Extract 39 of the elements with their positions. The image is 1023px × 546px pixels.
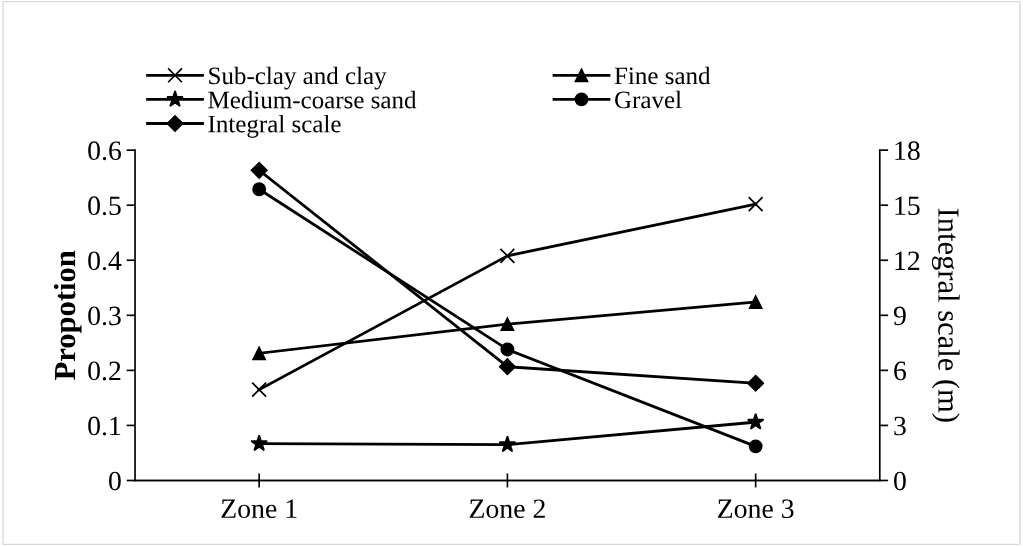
y-tick-label: 0.2	[88, 361, 121, 381]
legend-label: Medium-coarse sand	[208, 90, 417, 109]
point	[252, 346, 267, 361]
point	[746, 412, 765, 430]
point	[250, 434, 268, 452]
point	[499, 248, 516, 264]
y2-tick-label: 12	[895, 251, 920, 270]
y2-tick-label: 15	[895, 196, 920, 216]
y2-tick-label: 18	[895, 141, 920, 161]
x-tick-label: Zone 3	[718, 499, 794, 519]
point	[748, 295, 763, 310]
point	[498, 435, 517, 453]
point	[250, 161, 268, 179]
y2-tick-label: 0	[894, 471, 906, 491]
point	[747, 374, 765, 392]
legend-label: Sub-clay and clay	[209, 66, 387, 90]
y-tick-label: 0.4	[88, 251, 122, 271]
x-tick-label: Zone 1	[221, 499, 297, 519]
point	[747, 196, 764, 212]
legend-label: Integral scale	[208, 114, 341, 138]
point	[498, 358, 516, 376]
point	[500, 342, 515, 357]
y-tick-label: 0.1	[88, 416, 121, 436]
point	[748, 439, 763, 454]
x-tick-label: Zone 2	[469, 499, 545, 519]
y-axis-title: Propotion	[53, 250, 82, 380]
y-tick-label: 0	[109, 471, 121, 491]
y-tick-label: 0.5	[88, 196, 121, 216]
y-tick-label: 0.3	[88, 306, 121, 326]
point	[500, 317, 515, 332]
point	[252, 182, 267, 197]
y2-tick-label: 6	[894, 361, 907, 381]
y-tick-label: 0.6	[88, 141, 122, 161]
y2-axis-title: Integral scale (m)	[931, 208, 960, 422]
legend-label: Fine sand	[614, 66, 711, 85]
legend-label: Gravel	[615, 90, 682, 109]
point	[251, 381, 267, 398]
y2-tick-label: 3	[894, 416, 906, 436]
y2-tick-label: 9	[893, 306, 906, 326]
